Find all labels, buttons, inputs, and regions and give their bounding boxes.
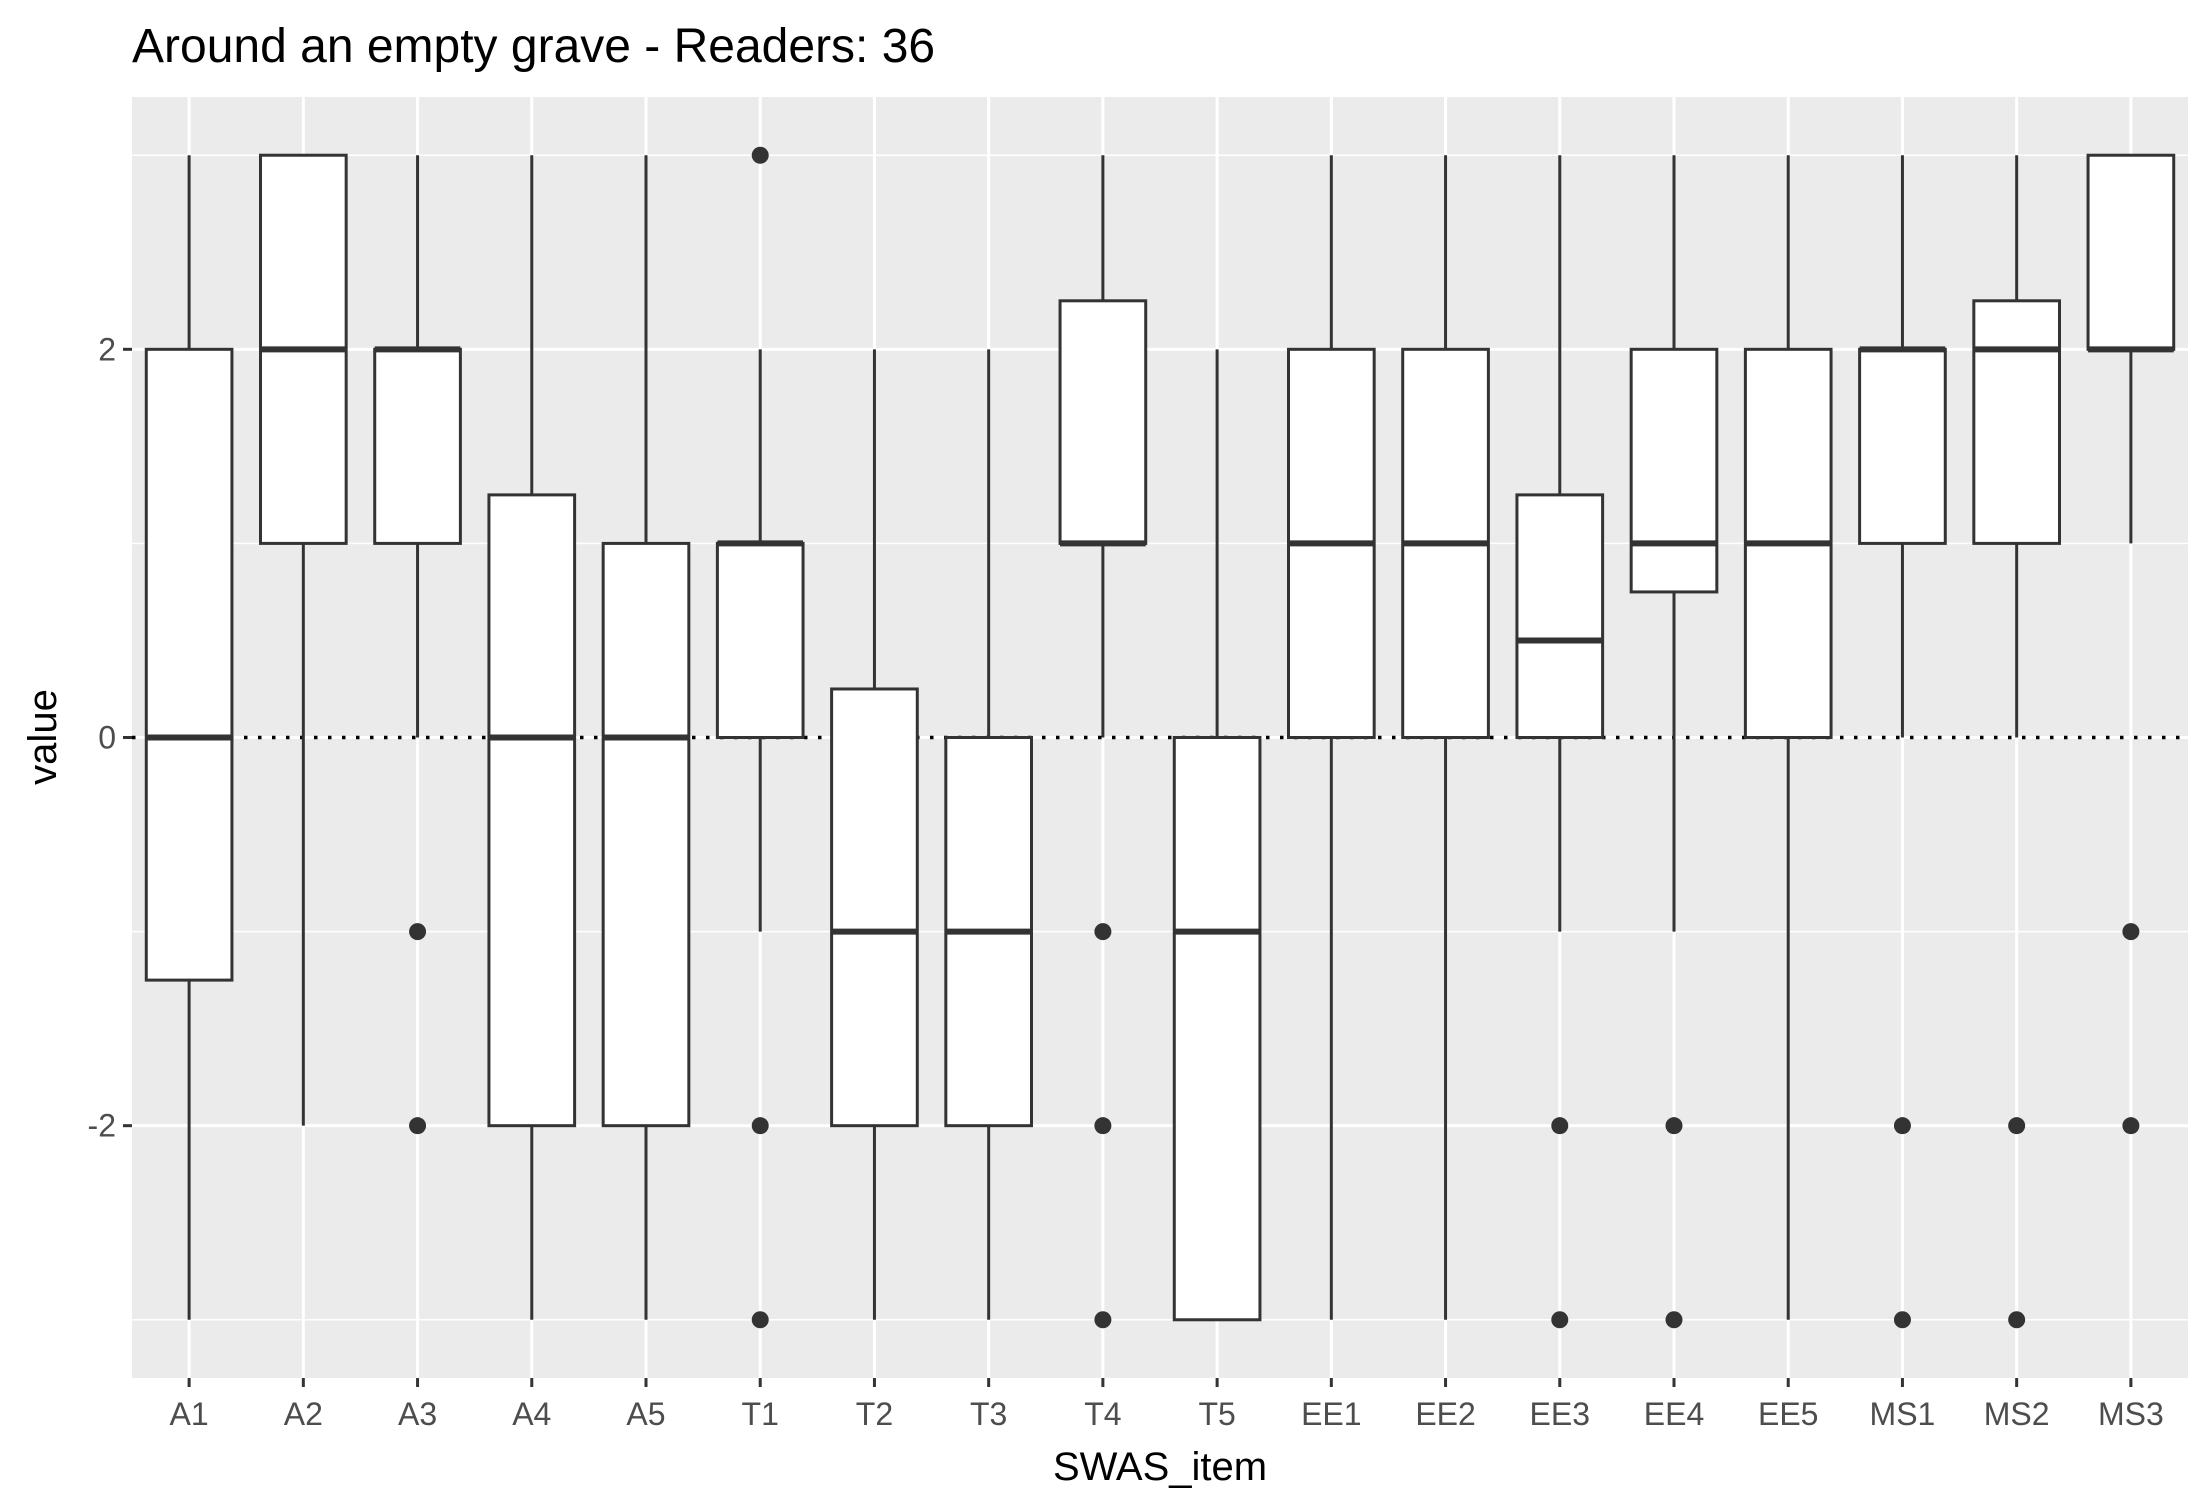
x-tick-label: EE3 — [1530, 1396, 1590, 1432]
box-ee3 — [1515, 155, 1605, 1329]
box-t2 — [830, 349, 919, 1320]
box-iqr — [1058, 299, 1148, 545]
grid-minor — [132, 154, 2188, 1321]
x-tick-label: EE1 — [1301, 1396, 1361, 1432]
outlier-point — [1893, 1311, 1911, 1329]
box-iqr — [830, 687, 919, 1128]
outlier-point — [409, 1117, 427, 1135]
box-a1 — [144, 155, 234, 1320]
outlier-point — [2008, 1117, 2026, 1135]
box-t4 — [1058, 155, 1148, 1329]
box-ee2 — [1401, 155, 1490, 1320]
box-iqr — [487, 493, 577, 1128]
grid-major-y — [132, 347, 2188, 1128]
box-iqr — [601, 541, 691, 1128]
outlier-point — [2122, 1117, 2140, 1135]
box-t1 — [715, 146, 805, 1329]
x-tick-label: MS2 — [1984, 1396, 2050, 1432]
box-t3 — [944, 349, 1033, 1320]
box-ee5 — [1743, 155, 1833, 1320]
box-iqr — [2086, 153, 2176, 351]
outlier-point — [2122, 923, 2140, 941]
box-a5 — [601, 155, 691, 1320]
outlier-point — [1094, 1117, 1112, 1135]
outlier-point — [1665, 1311, 1683, 1329]
outlier-point — [409, 923, 427, 941]
x-tick-label: T1 — [742, 1396, 779, 1432]
box-iqr — [144, 347, 234, 982]
box-iqr — [1629, 347, 1719, 594]
box-iqr — [1972, 299, 2062, 545]
box-ms1 — [1858, 155, 1947, 1329]
x-tick-label: T2 — [856, 1396, 893, 1432]
box-t5 — [1172, 349, 1262, 1322]
box-iqr — [715, 541, 805, 740]
box-a4 — [487, 155, 577, 1320]
outlier-point — [751, 1311, 769, 1329]
x-tick-label: A4 — [512, 1396, 551, 1432]
outlier-point — [751, 146, 769, 164]
x-tick-label: T4 — [1084, 1396, 1121, 1432]
x-tick-label: A5 — [626, 1396, 665, 1432]
y-tick-label: -2 — [88, 1108, 116, 1144]
outlier-point — [751, 1117, 769, 1135]
x-tick-label: T5 — [1198, 1396, 1235, 1432]
x-tick-label: MS1 — [1870, 1396, 1936, 1432]
box-iqr — [1172, 736, 1262, 1322]
outlier-point — [1551, 1311, 1569, 1329]
x-tick-label: A2 — [284, 1396, 323, 1432]
x-axis-title: SWAS_item — [1053, 1445, 1267, 1489]
x-tick-label: A1 — [170, 1396, 209, 1432]
boxes-layer — [144, 146, 2176, 1329]
outlier-point — [1893, 1117, 1911, 1135]
box-ms2 — [1972, 155, 2062, 1329]
outlier-point — [1551, 1117, 1569, 1135]
box-a2 — [259, 153, 348, 1126]
x-tick-label: T3 — [970, 1396, 1007, 1432]
x-tick-label: EE4 — [1644, 1396, 1704, 1432]
outlier-point — [1094, 923, 1112, 941]
y-tick-label: 2 — [98, 331, 116, 367]
x-tick-label: EE5 — [1758, 1396, 1818, 1432]
box-iqr — [1858, 347, 1947, 545]
x-tick-label: MS3 — [2098, 1396, 2164, 1432]
x-tick-label: A3 — [398, 1396, 437, 1432]
y-axis-title: value — [21, 689, 65, 785]
box-a3 — [373, 155, 462, 1135]
y-tick-label: 0 — [98, 720, 116, 756]
x-axis: A1 A2 A3 A4 A5 T1 T2 T3 T4 T5 EE1 EE2 EE3 EE4 EE5 MS1 MS… — [170, 1378, 2164, 1432]
box-iqr — [1515, 493, 1605, 739]
chart-title: Around an empty grave - Readers: 36 — [132, 20, 935, 73]
box-ee1 — [1287, 155, 1376, 1320]
box-iqr — [373, 347, 462, 545]
outlier-point — [2008, 1311, 2026, 1329]
outlier-point — [1094, 1311, 1112, 1329]
x-tick-label: EE2 — [1415, 1396, 1475, 1432]
outlier-point — [1665, 1117, 1683, 1135]
box-ee4 — [1629, 155, 1719, 1329]
box-ms3 — [2086, 153, 2176, 1135]
y-axis: -2 0 2 — [88, 331, 132, 1144]
